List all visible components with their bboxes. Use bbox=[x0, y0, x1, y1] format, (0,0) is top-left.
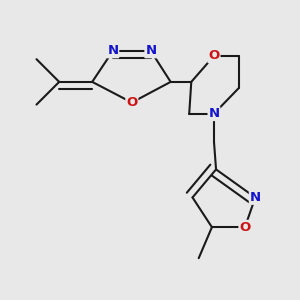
Text: N: N bbox=[250, 191, 261, 204]
Text: N: N bbox=[107, 44, 118, 57]
Text: N: N bbox=[208, 107, 220, 120]
Text: O: O bbox=[126, 96, 137, 109]
Text: N: N bbox=[145, 44, 156, 57]
Text: O: O bbox=[208, 50, 220, 62]
Text: O: O bbox=[239, 221, 250, 234]
